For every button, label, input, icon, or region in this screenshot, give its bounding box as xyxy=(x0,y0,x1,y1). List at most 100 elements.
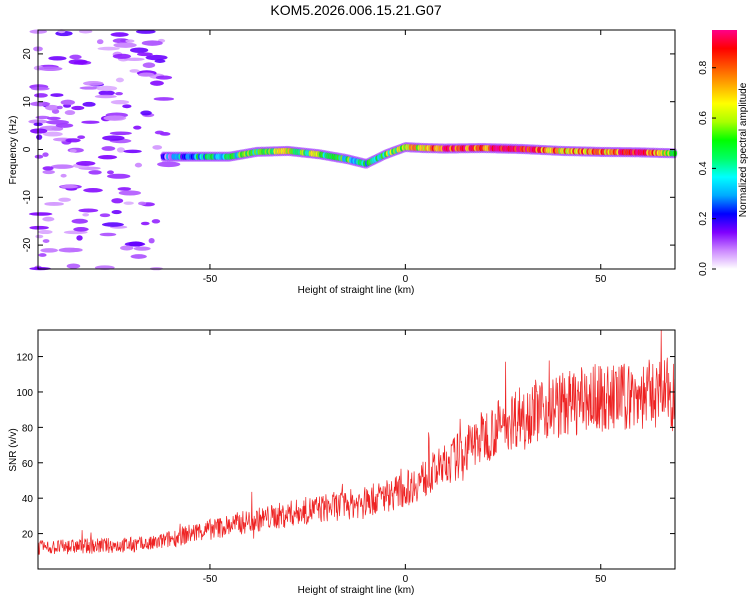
colorbar-tick-label: 0.8 xyxy=(698,60,709,74)
spectrogram-noise-blob xyxy=(94,94,117,99)
spectrogram-noise-blob xyxy=(123,201,134,205)
spectrogram-noise-blob xyxy=(34,93,48,98)
spectrogram-x-label: Height of straight line (km) xyxy=(298,285,415,296)
snr-y-tick-label: 20 xyxy=(22,530,34,541)
snr-y-label: SNR (v/v) xyxy=(8,428,19,471)
spectrogram-noise-blob xyxy=(60,184,78,189)
spectrogram-noise-blob xyxy=(38,66,63,71)
spectrogram-noise-blob xyxy=(138,72,155,77)
spectrogram-noise-blob xyxy=(75,160,96,166)
colorbar-axis: 0.0 0.2 0.4 0.6 0.8 xyxy=(698,60,716,276)
spectrogram-noise xyxy=(28,29,181,271)
colorbar-tick-label: 0.4 xyxy=(698,161,709,175)
spectrogram-noise-blob xyxy=(50,164,74,169)
spectrogram-noise-blob xyxy=(111,210,122,215)
spectrogram-noise-blob xyxy=(133,246,151,251)
snr-y-tick-label: 40 xyxy=(22,494,34,505)
spectrogram-noise-blob xyxy=(78,208,99,213)
spectrogram-noise-blob xyxy=(35,234,44,239)
spectrogram-noise-blob xyxy=(71,218,88,224)
spectrogram-noise-blob xyxy=(97,154,118,160)
spectrogram-noise-blob xyxy=(38,253,47,257)
spectrogram-noise-blob xyxy=(42,216,55,222)
spectrogram-y-tick-label: 0 xyxy=(22,146,33,152)
spectrogram-noise-blob xyxy=(150,80,164,86)
spectrogram-noise-blob xyxy=(44,201,64,206)
spectrogram-noise-blob xyxy=(136,52,153,57)
spectrogram-noise-blob xyxy=(48,56,67,61)
spectrogram-noise-blob xyxy=(71,105,85,111)
snr-y-tick-label: 60 xyxy=(22,459,34,470)
spectrogram-noise-blob xyxy=(76,235,83,241)
spectrogram-noise-blob xyxy=(42,166,54,171)
spectrogram-noise-blob xyxy=(56,105,63,110)
spectrogram-noise-blob xyxy=(118,190,142,196)
spectrogram-noise-blob xyxy=(58,197,71,202)
spectrogram-noise-blob xyxy=(154,130,165,135)
spectrogram-noise-blob xyxy=(141,40,163,46)
spectrogram-noise-blob xyxy=(46,116,61,121)
spectrogram-noise-blob xyxy=(36,134,43,140)
spectrogram-noise-blob xyxy=(113,42,137,48)
spectrogram-noise-blob xyxy=(152,145,163,150)
spectrogram-noise-blob xyxy=(135,29,156,34)
snr-x-tick-label: 50 xyxy=(595,574,607,585)
spectrogram-noise-blob xyxy=(155,75,173,80)
spectrogram-noise-blob xyxy=(69,149,77,153)
snr-x-tick-label: -50 xyxy=(203,574,218,585)
spectrogram-noise-blob xyxy=(107,173,131,179)
snr-panel: -50 0 50 20 40 60 80 100 120 Height of straight… xyxy=(8,329,676,596)
spectrogram-noise-blob xyxy=(116,147,125,153)
spectrogram-noise-blob xyxy=(101,222,124,227)
spectrogram-noise-blob xyxy=(154,59,166,63)
spectrogram-noise-blob xyxy=(73,227,89,232)
spectrogram-noise-blob xyxy=(60,99,75,106)
spectrogram-noise-blob xyxy=(140,221,150,226)
spectrogram-y-tick-label: -20 xyxy=(22,237,33,252)
spectrogram-noise-blob xyxy=(31,87,50,91)
spectrogram-noise-blob xyxy=(97,46,120,51)
spectrogram-noise-blob xyxy=(34,154,44,159)
spectrogram-noise-blob xyxy=(82,213,90,217)
snr-x-axis: -50 0 50 xyxy=(203,330,607,585)
spectrogram-noise-blob xyxy=(102,135,125,141)
figure-title: KOM5.2026.006.15.21.G07 xyxy=(270,2,441,18)
spectrogram-noise-blob xyxy=(99,213,111,218)
spectrogram-x-tick-label: 50 xyxy=(595,274,607,285)
spectrogram-noise-blob xyxy=(153,97,175,101)
spectrogram-noise-blob xyxy=(37,229,53,235)
spectrogram-noise-blob xyxy=(101,146,116,151)
spectrogram-noise-blob xyxy=(28,212,53,216)
spectrogram-noise-blob xyxy=(64,110,76,116)
spectrogram-noise-blob xyxy=(65,138,81,143)
spectrogram-noise-blob xyxy=(60,173,67,178)
spectrogram-noise-blob xyxy=(30,128,48,134)
spectrogram-noise-blob xyxy=(106,170,114,175)
colorbar-tick-label: 0.6 xyxy=(698,111,709,125)
spectrogram-noise-blob xyxy=(123,149,142,154)
snr-frame xyxy=(37,329,676,570)
spectrogram-noise-blob xyxy=(29,225,49,230)
spectrogram-x-tick-label: -50 xyxy=(203,274,218,285)
spectrogram-noise-blob xyxy=(77,135,86,139)
spectrogram-ridge xyxy=(160,141,678,169)
spectrogram-noise-blob xyxy=(50,93,64,97)
spectrogram-noise-blob xyxy=(45,104,60,111)
colorbar-tick-label: 0.0 xyxy=(698,262,709,276)
spectrogram-noise-blob xyxy=(112,53,132,59)
spectrogram-noise-blob xyxy=(99,232,117,237)
spectrogram-noise-blob xyxy=(42,169,55,175)
spectrogram-noise-blob xyxy=(134,162,143,168)
spectrogram-noise-blob xyxy=(138,201,147,206)
spectrogram-noise-blob xyxy=(96,85,118,92)
spectrogram-noise-blob xyxy=(115,92,123,96)
spectrogram-noise-blob xyxy=(88,170,102,175)
colorbar-label: Normalized spectral amplitude xyxy=(738,82,749,217)
spectrogram-noise-blob xyxy=(120,245,134,251)
spectrogram-noise-blob xyxy=(55,123,74,128)
spectrogram-noise-blob xyxy=(110,32,129,37)
spectrogram-x-tick-label: 0 xyxy=(403,274,409,285)
snr-series-line xyxy=(37,329,676,555)
spectrogram-panel: -50 0 50 -20 -10 0 10 20 Height of straight li… xyxy=(8,29,678,296)
